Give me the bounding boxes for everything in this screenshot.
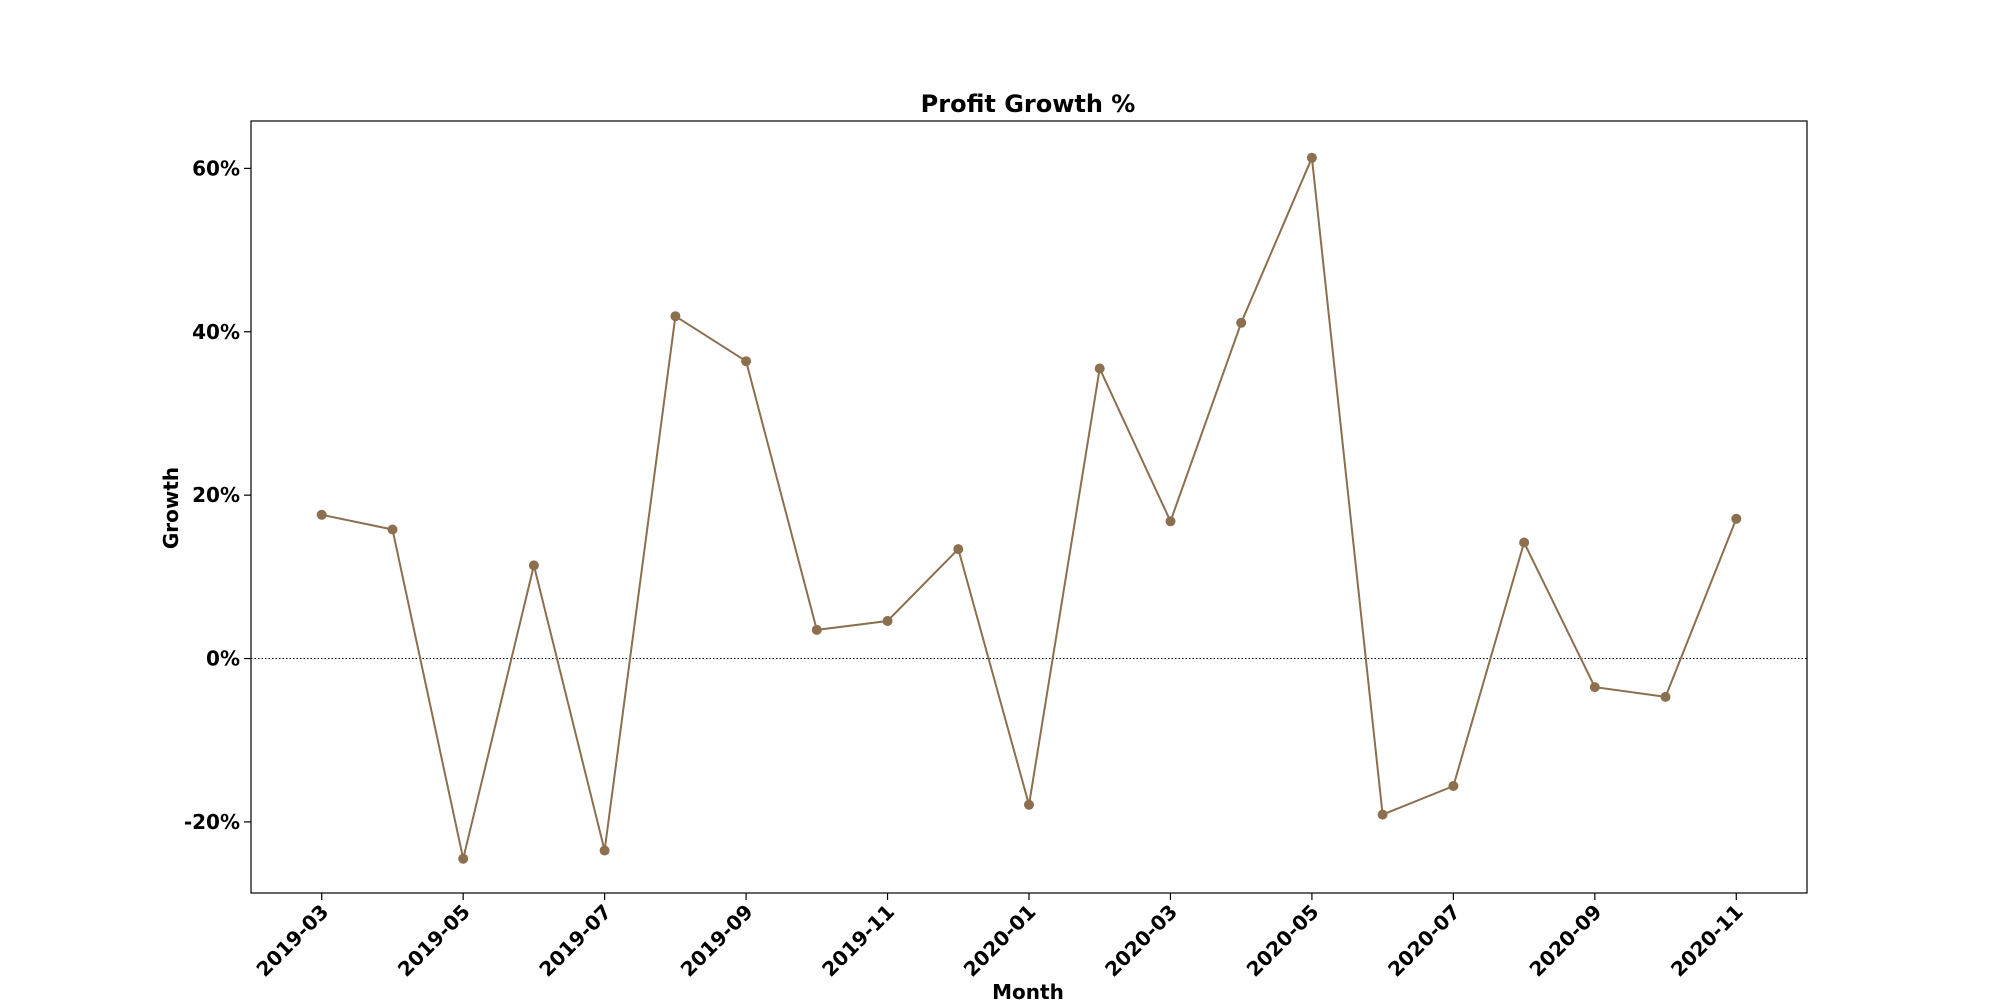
data-point xyxy=(953,544,964,555)
data-point xyxy=(1377,809,1388,820)
x-tick-label: 2019-05 xyxy=(393,900,475,982)
y-tick-label: 60% xyxy=(192,156,240,180)
data-point xyxy=(1306,152,1317,163)
y-axis-label: Growth xyxy=(159,467,183,549)
data-point xyxy=(458,853,469,864)
x-tick-label: 2020-03 xyxy=(1100,900,1182,982)
data-point xyxy=(811,624,822,635)
x-tick-label: 2019-03 xyxy=(251,900,333,982)
y-tick-label: 40% xyxy=(192,320,240,344)
data-point xyxy=(1731,513,1742,524)
x-tick-label: 2020-07 xyxy=(1383,900,1465,982)
data-point xyxy=(741,356,752,367)
data-point xyxy=(387,524,398,535)
data-point xyxy=(1094,363,1105,374)
data-point xyxy=(528,560,539,571)
data-point xyxy=(1448,781,1459,791)
y-tick-label: -20% xyxy=(184,810,240,834)
y-axis-ticks: -20% 0% 20% 40% 60% xyxy=(184,156,251,834)
data-point xyxy=(1165,516,1176,527)
chart-title: Profit Growth % xyxy=(921,90,1136,118)
x-tick-label: 2019-11 xyxy=(817,900,899,982)
y-tick-label: 20% xyxy=(192,483,240,507)
data-point xyxy=(1519,537,1530,548)
data-point xyxy=(670,311,681,322)
x-tick-label: 2019-07 xyxy=(534,900,616,982)
x-axis-ticks: 2019-03 2019-05 2019-07 2019-09 2019-11 2020-… xyxy=(251,893,1748,982)
data-point xyxy=(1589,682,1600,693)
y-tick-label: 0% xyxy=(206,647,240,671)
data-point xyxy=(316,509,327,520)
data-point xyxy=(1236,317,1247,328)
x-tick-label: 2020-11 xyxy=(1666,900,1748,982)
x-tick-label: 2020-09 xyxy=(1524,900,1606,982)
x-tick-label: 2020-05 xyxy=(1242,900,1324,982)
series-growth xyxy=(316,152,1742,864)
plot-area xyxy=(250,120,1808,894)
data-point xyxy=(599,845,610,856)
data-point xyxy=(1024,799,1034,810)
data-point xyxy=(882,616,893,626)
data-point xyxy=(1660,691,1671,702)
x-tick-label: 2020-01 xyxy=(959,900,1041,982)
plot-frame xyxy=(250,120,1808,894)
x-tick-label: 2019-09 xyxy=(676,900,758,982)
x-axis-label: Month xyxy=(992,980,1064,1000)
